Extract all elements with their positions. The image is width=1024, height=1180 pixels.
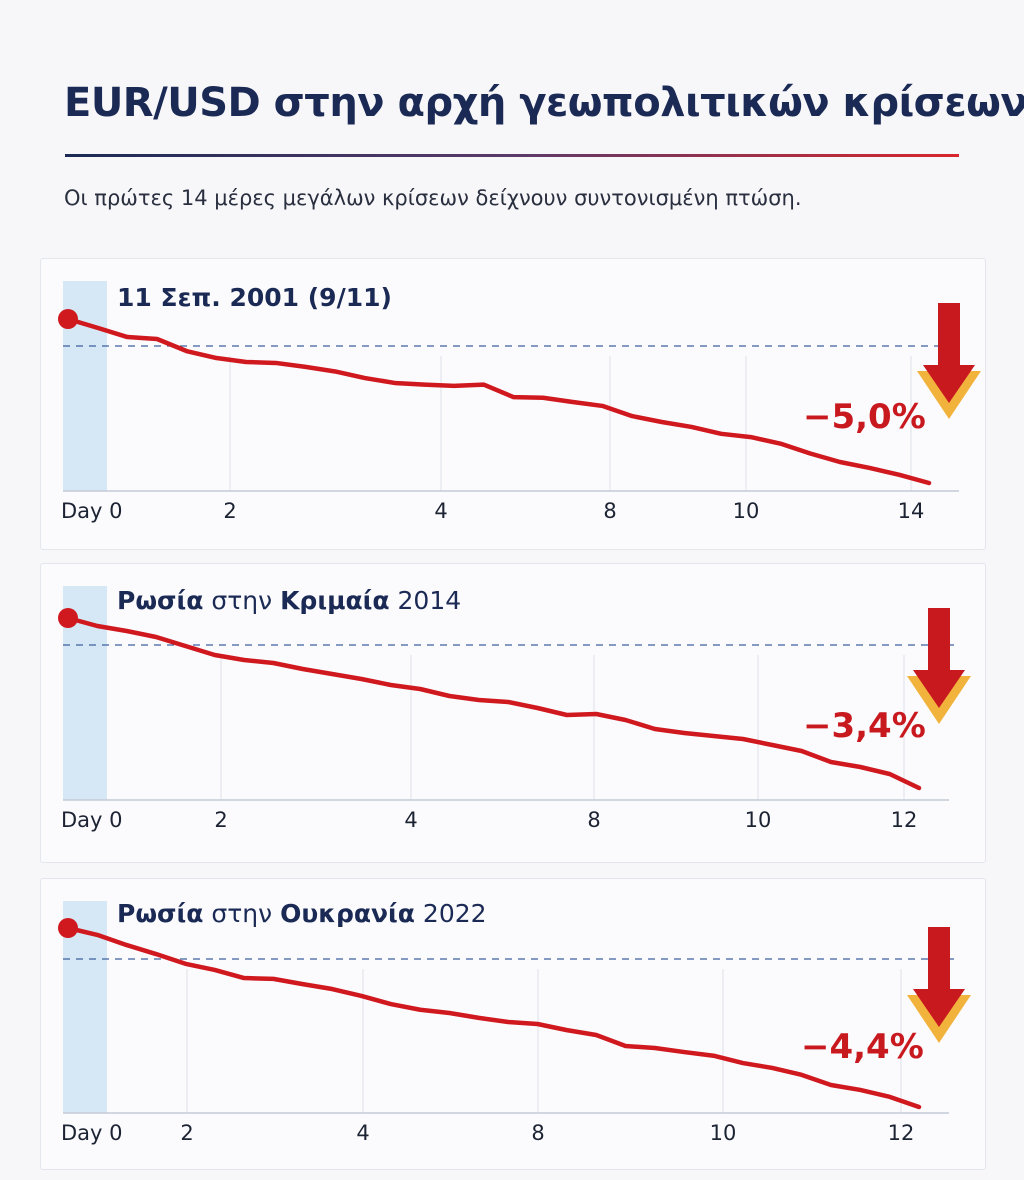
- series-line: [65, 925, 922, 1110]
- x-tick-label: 14: [897, 499, 925, 523]
- page-subtitle: Οι πρώτες 14 μέρες μεγάλων κρίσεων δείχν…: [64, 186, 802, 210]
- start-point: [58, 608, 78, 628]
- x-tick-label: 10: [732, 499, 760, 523]
- x-tick-label: 10: [744, 808, 772, 832]
- down-arrow-icon: [907, 927, 971, 1043]
- x-tick-label: Day 0: [61, 808, 123, 832]
- x-tick-label: Day 0: [61, 499, 123, 523]
- arrow-body: [913, 927, 965, 1027]
- start-point: [58, 309, 78, 329]
- x-tick-label: 12: [890, 808, 918, 832]
- panel-title-part: 2014: [389, 586, 462, 615]
- panel-title-part: Ρωσία: [117, 899, 204, 928]
- x-tick-label: 4: [434, 499, 448, 523]
- chart-panel: Ρωσία στην Κριμαία 2014 Day 0 2 4 8 10 12 −3,4%: [40, 563, 986, 863]
- down-arrow-icon: [917, 303, 981, 419]
- panel-title: 11 Σεπ. 2001 (9/11): [117, 283, 392, 312]
- x-tick-label: 4: [356, 1121, 370, 1145]
- panel-title: Ρωσία στην Ουκρανία 2022: [117, 899, 487, 928]
- change-label: −5,0%: [803, 397, 926, 437]
- x-tick-label: 2: [214, 808, 228, 832]
- line-chart: [58, 586, 971, 801]
- panel-title-part: 2022: [414, 899, 487, 928]
- arrow-body: [913, 608, 965, 708]
- line-chart: [58, 281, 981, 492]
- title-underline: [65, 154, 959, 157]
- panel-title-part: Ρωσία: [117, 586, 204, 615]
- line-chart: [58, 901, 971, 1114]
- x-tick-label: 8: [603, 499, 617, 523]
- series-line: [65, 615, 922, 791]
- series-line: [65, 316, 932, 486]
- panel-title: Ρωσία στην Κριμαία 2014: [117, 586, 461, 615]
- arrow-body: [923, 303, 975, 403]
- panel-title-part: στην: [203, 899, 281, 928]
- x-tick-label: 12: [887, 1121, 915, 1145]
- x-tick-label: Day 0: [61, 1121, 123, 1145]
- chart-panel: Ρωσία στην Ουκρανία 2022 Day 0 2 4 8 10 12 −4,4…: [40, 878, 986, 1170]
- panel-title-part: 11 Σεπ. 2001 (9/11): [117, 283, 392, 312]
- change-label: −3,4%: [803, 706, 926, 746]
- down-arrow-icon: [907, 608, 971, 724]
- x-tick-label: 8: [587, 808, 601, 832]
- x-tick-label: 2: [223, 499, 237, 523]
- chart-panel: 11 Σεπ. 2001 (9/11) Day 0 2 4 8 10 14 −5,0%: [40, 258, 986, 550]
- x-tick-label: 10: [709, 1121, 737, 1145]
- x-tick-label: 8: [531, 1121, 545, 1145]
- panel-title-part: στην: [203, 586, 281, 615]
- x-tick-label: 4: [404, 808, 418, 832]
- start-point: [58, 918, 78, 938]
- change-label: −4,4%: [801, 1027, 924, 1067]
- x-tick-label: 2: [180, 1121, 194, 1145]
- panel-title-part: Κριμαία: [280, 586, 390, 615]
- panel-title-part: Ουκρανία: [280, 899, 415, 928]
- page-title: EUR/USD στην αρχή γεωπολιτικών κρίσεων: [64, 80, 1024, 126]
